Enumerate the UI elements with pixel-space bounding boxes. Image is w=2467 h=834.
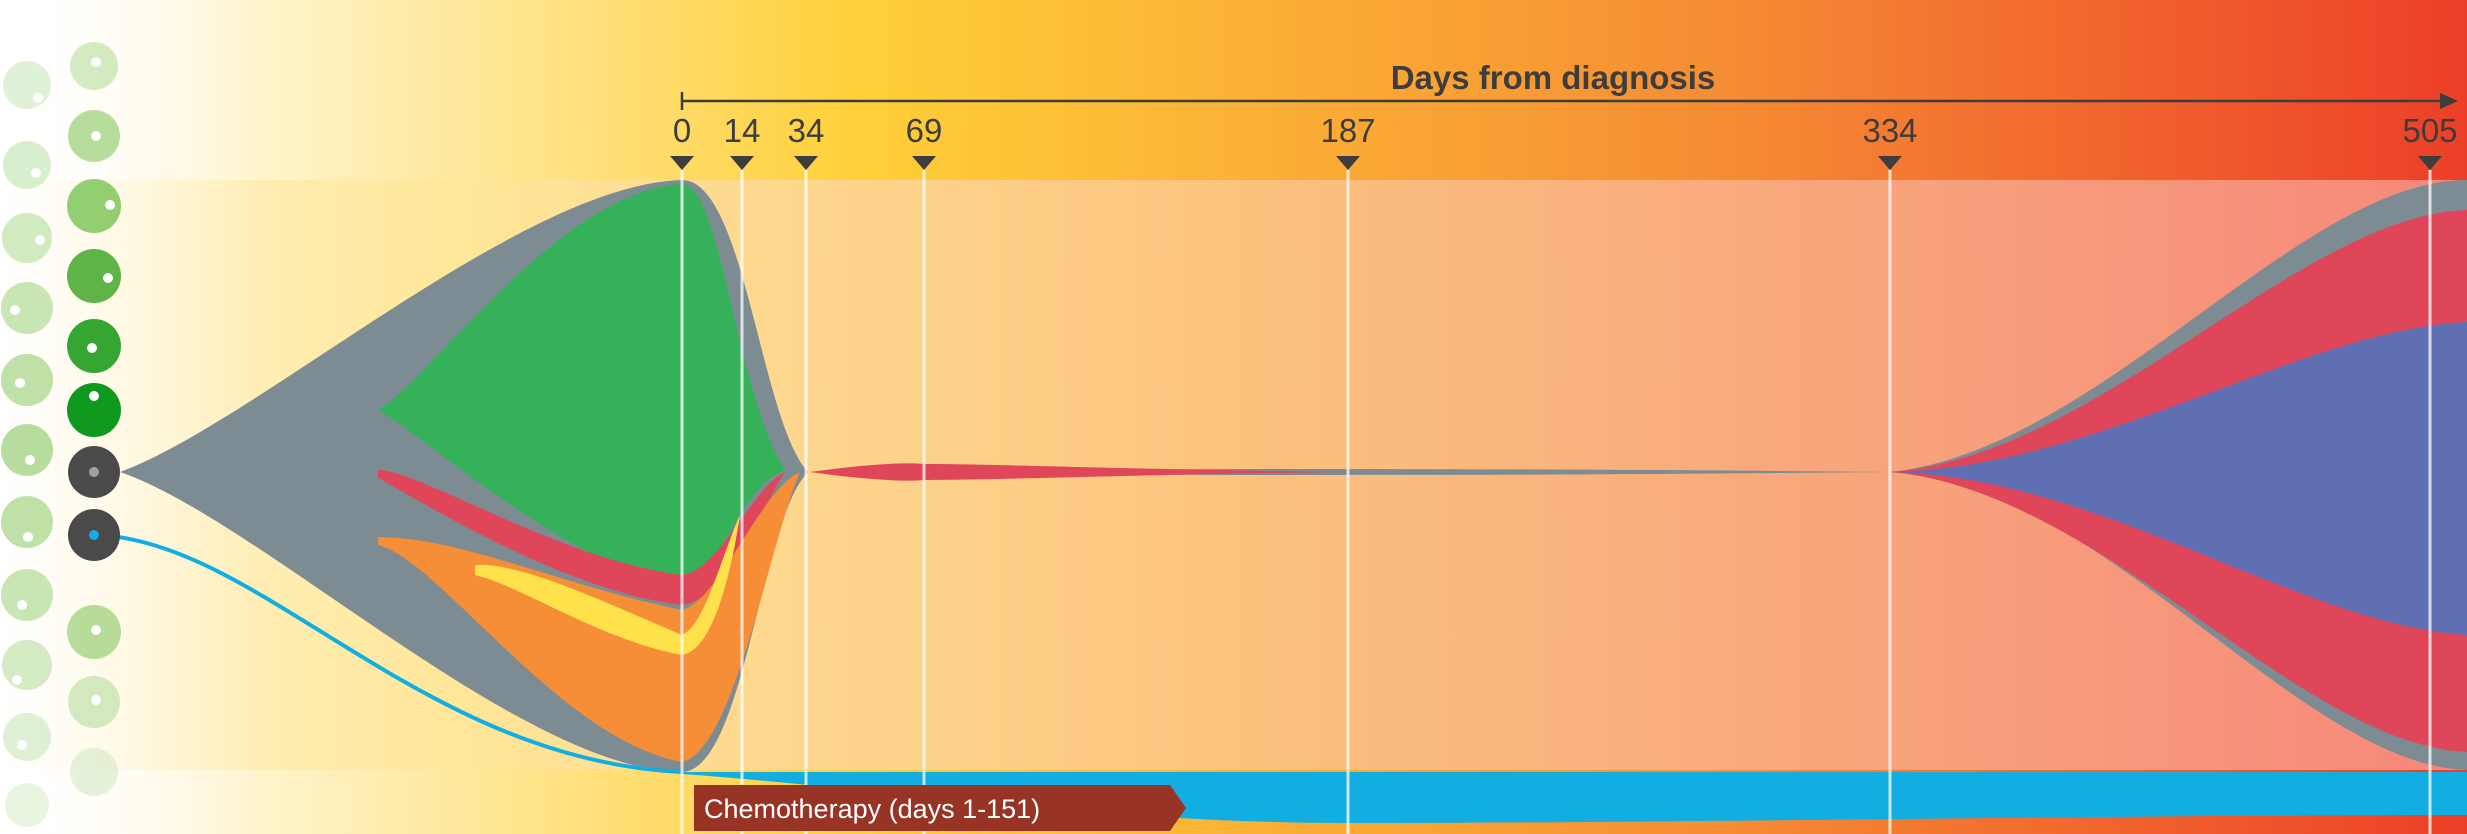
axis-arrow-icon [2440, 93, 2458, 109]
cell-nucleus [91, 695, 101, 705]
axis-ticks: 0 14 34 69 187 334 505 [670, 112, 2458, 170]
cell-icon [2, 213, 52, 263]
cell-nucleus [31, 168, 41, 178]
cell-nuclei [10, 57, 115, 750]
cell-nucleus [91, 131, 101, 141]
cell-nucleus [17, 740, 27, 750]
timepoint-guides [680, 170, 2432, 834]
cell-nucleus [23, 532, 33, 542]
tick-label: 187 [1320, 112, 1375, 149]
clone-stream-cyan-line [95, 533, 683, 774]
left-fade [0, 0, 260, 834]
cell-icon [1, 569, 53, 621]
cell-icon [3, 141, 51, 189]
cell-icon [70, 748, 118, 796]
tick-label: 505 [2402, 112, 2457, 149]
cell-nucleus [25, 455, 35, 465]
cell-nucleus-cyan [89, 530, 99, 540]
tick-label: 0 [673, 112, 691, 149]
cell-icon [1, 496, 53, 548]
clone-streams [95, 180, 2467, 823]
cell-column-left [1, 61, 53, 827]
clone-stream-red-bump [810, 463, 1350, 481]
treatment-bar: Chemotherapy (days 1-151) [694, 785, 1186, 831]
cell-nucleus-grey [89, 467, 99, 477]
cell-icon [1, 354, 53, 406]
time-axis: Days from diagnosis 0 14 34 69 187 334 505 [670, 59, 2458, 170]
tick-marker-icon [912, 156, 936, 170]
cell-icon [67, 179, 121, 233]
cell-icon [1, 282, 53, 334]
tick-label: 334 [1862, 112, 1917, 149]
cell-icon [3, 61, 51, 109]
cell-icon [67, 249, 121, 303]
cell-nucleus [15, 378, 25, 388]
cell-nucleus [87, 343, 97, 353]
treatment-arrow [694, 785, 1186, 831]
cell-nucleus [103, 273, 113, 283]
tick-label: 69 [906, 112, 943, 149]
tick-marker-icon [670, 156, 694, 170]
cell-nucleus [10, 305, 20, 315]
cell-nucleus [35, 235, 45, 245]
cell-nucleus [91, 625, 101, 635]
cell-nucleus [12, 675, 22, 685]
cell-icon [5, 783, 49, 827]
tick-marker-icon [730, 156, 754, 170]
clone-stream-blue [1890, 322, 2467, 635]
cell-icon [2, 640, 52, 690]
clone-stream-red-early [378, 470, 785, 605]
cell-nucleus [33, 93, 43, 103]
cell-nucleus [105, 200, 115, 210]
tick-marker-icon [1878, 156, 1902, 170]
tick-label: 14 [724, 112, 761, 149]
cell-icon [67, 383, 121, 437]
cell-nucleus [17, 600, 27, 610]
cell-icon [3, 713, 51, 761]
cell-nucleus [91, 57, 101, 67]
tick-marker-icon [2418, 156, 2442, 170]
clone-stream-yellow [475, 515, 740, 655]
cell-nucleus [89, 391, 99, 401]
axis-title: Days from diagnosis [1391, 59, 1716, 96]
tick-marker-icon [1336, 156, 1360, 170]
tick-marker-icon [794, 156, 818, 170]
tick-label: 34 [788, 112, 825, 149]
treatment-label: Chemotherapy (days 1-151) [704, 794, 1040, 824]
cell-icon [1, 424, 53, 476]
